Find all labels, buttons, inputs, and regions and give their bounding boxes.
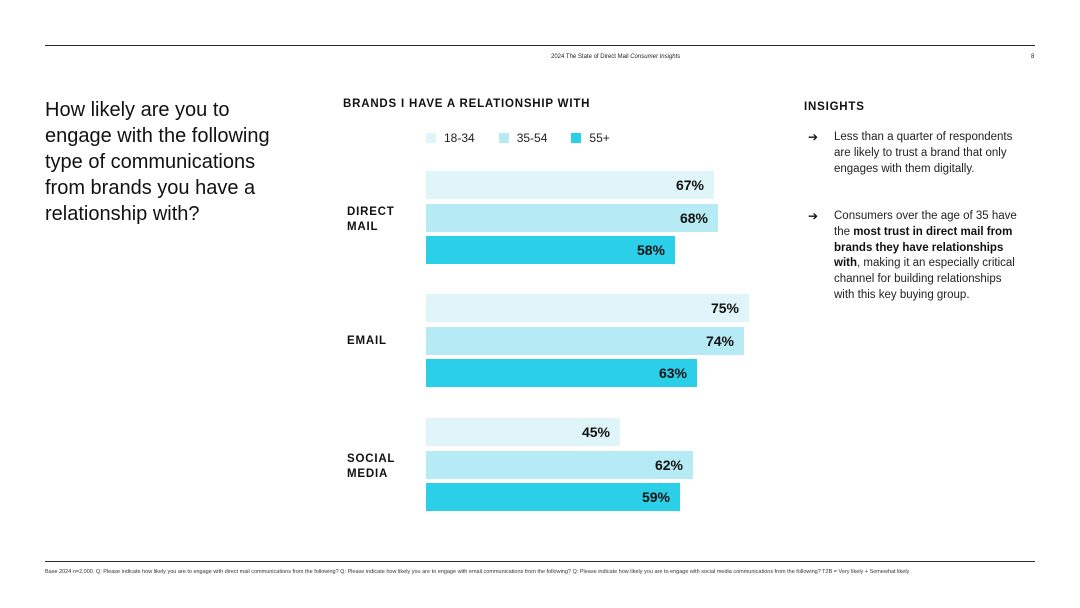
data-label-email-35-54: 74%: [705, 333, 734, 349]
insight-emphasis: most trust in direct mail from brands th…: [834, 225, 1013, 270]
bar-direct-mail-18-34: [426, 171, 714, 199]
data-label-email-18-34: 75%: [710, 300, 739, 316]
insight-item-2: ➔ Consumers over the age of 35 have the …: [808, 209, 1018, 304]
legend-swatch-35-54: [498, 133, 509, 143]
category-label-social-media: SOCIAL MEDIA: [347, 453, 396, 480]
category-label-email: EMAIL: [347, 335, 387, 347]
bar-social-media-18-34: [426, 418, 620, 446]
data-label-social-media-55-plus: 59%: [641, 489, 670, 505]
insights-title: INSIGHTS: [804, 101, 865, 113]
data-label-direct-mail-35-54: 68%: [679, 210, 708, 226]
report-title: 2024 The State of Direct Mail Consumer I…: [551, 54, 681, 60]
page-number: 8: [1031, 54, 1035, 60]
bar-email-35-54: [426, 327, 744, 355]
insight-text-1: Less than a quarter of respondents are l…: [834, 131, 1013, 175]
survey-question: How likely are you to engage with the fo…: [45, 99, 270, 225]
data-label-direct-mail-18-34: 67%: [675, 177, 704, 193]
insight-text-2: Consumers over the age of 35 have the mo…: [834, 210, 1017, 301]
category-label-direct-mail: DIRECT MAIL: [347, 206, 395, 233]
legend-label-55-plus: 55+: [589, 131, 610, 145]
data-label-email-55-plus: 63%: [658, 365, 687, 381]
chart-title: BRANDS I HAVE A RELATIONSHIP WITH: [343, 98, 591, 110]
arrow-right-icon: ➔: [808, 130, 819, 144]
bottom-rule: [45, 561, 1035, 562]
bar-direct-mail-35-54: [426, 204, 718, 232]
bar-social-media-35-54: [426, 451, 693, 479]
legend-swatch-55-plus: [571, 133, 582, 143]
legend-item-18-34: 18-34: [426, 131, 475, 145]
top-rule: [45, 45, 1035, 46]
data-label-social-media-18-34: 45%: [581, 424, 610, 440]
insight-item-1: ➔ Less than a quarter of respondents are…: [808, 130, 1018, 177]
arrow-right-icon: ➔: [808, 209, 819, 223]
legend-item-55-plus: 55+: [571, 131, 610, 145]
legend-label-35-54: 35-54: [516, 131, 548, 145]
legend-item-35-54: 35-54: [498, 131, 548, 145]
footnote: Base 2024 n=2,000. Q: Please indicate ho…: [45, 569, 910, 575]
chart-legend: 18-34 35-54 55+: [426, 131, 610, 145]
bar-email-55-plus: [426, 359, 697, 387]
data-label-direct-mail-55-plus: 58%: [636, 242, 665, 258]
bar-email-18-34: [426, 294, 749, 322]
bar-direct-mail-55-plus: [426, 236, 675, 264]
data-label-social-media-35-54: 62%: [654, 457, 683, 473]
legend-label-18-34: 18-34: [444, 131, 475, 145]
legend-swatch-18-34: [426, 133, 436, 143]
bar-social-media-55-plus: [426, 483, 680, 511]
